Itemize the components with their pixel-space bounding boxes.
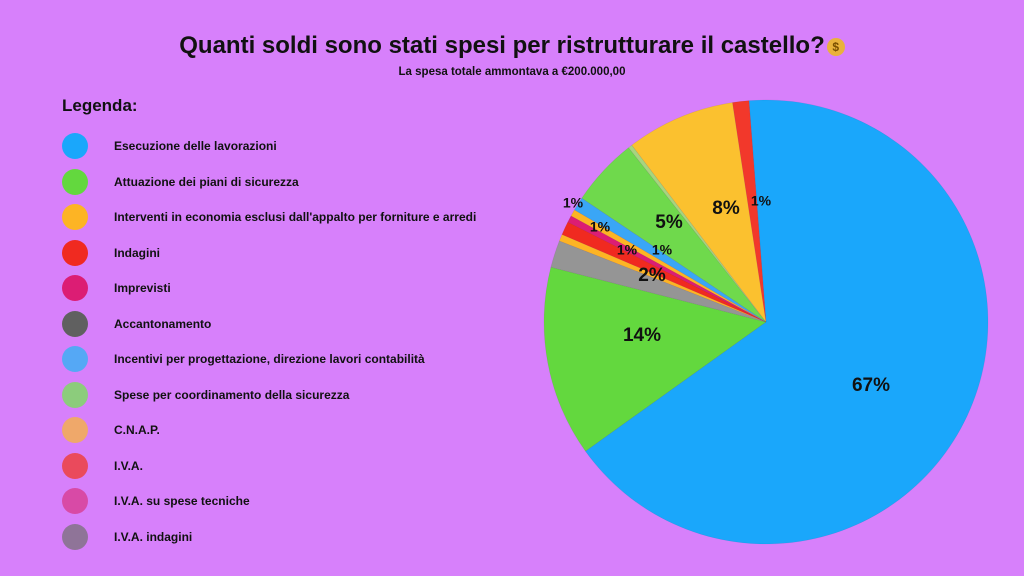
data-label: 1% <box>652 242 673 258</box>
legend-label: Interventi in economia esclusi dall'appa… <box>114 210 477 224</box>
legend-label: C.N.A.P. <box>114 423 160 437</box>
legend-swatch <box>62 523 88 550</box>
data-label: 5% <box>655 212 683 233</box>
legend-label: Indagini <box>114 245 160 260</box>
legend-item: I.V.A. indagini <box>62 523 542 552</box>
data-label: 1% <box>751 193 772 209</box>
pie-slice <box>558 234 767 323</box>
pie-slice <box>581 147 767 323</box>
legend-item: C.N.A.P. <box>62 417 542 445</box>
legend-label: Imprevisti <box>114 281 171 295</box>
pie-slice <box>585 99 989 545</box>
legend-swatch <box>62 417 88 443</box>
legend-item: Incentivi per progettazione, direzione l… <box>62 346 542 374</box>
legend-title: Legenda: <box>62 96 138 115</box>
legend-item: I.V.A. su spese tecniche <box>62 488 542 516</box>
chart-title: Quanti soldi sono stati spesi per ristru… <box>0 32 1024 60</box>
legend-item: Imprevisti <box>62 275 542 303</box>
legend-label: Spese per coordinamento della sicurezza <box>114 387 350 402</box>
money-bag-icon: $ <box>826 37 845 56</box>
legend-swatch <box>62 452 88 479</box>
pie-slice <box>570 209 767 323</box>
chart-subtitle: La spesa totale ammontava a €200.000,00 <box>398 66 626 78</box>
data-label: 1% <box>617 242 638 258</box>
legend-item: Esecuzione delle lavorazioni <box>62 133 542 161</box>
pie-slice <box>574 197 767 323</box>
data-label: 8% <box>712 198 740 219</box>
legend-label: Incentivi per progettazione, direzione l… <box>114 352 425 366</box>
legend-swatch <box>62 204 88 230</box>
legend-swatch <box>62 310 88 337</box>
legend-swatch <box>62 168 88 195</box>
legend-swatch <box>62 239 88 266</box>
legend-item: Accantonamento <box>62 310 542 339</box>
pie-slice <box>561 221 767 323</box>
legend-swatch <box>62 133 88 159</box>
pie-slice <box>628 144 767 323</box>
legend-item: Spese per coordinamento della sicurezza <box>62 381 542 410</box>
pie-slice <box>732 100 767 323</box>
legend-label: I.V.A. su spese tecniche <box>114 494 250 508</box>
legend-item: Interventi in economia esclusi dall'appa… <box>62 204 542 232</box>
data-label: 2% <box>638 265 666 286</box>
data-label: 67% <box>852 375 890 396</box>
data-label: 1% <box>590 219 611 235</box>
legend-label: Accantonamento <box>114 316 212 331</box>
pie-slice <box>567 215 767 323</box>
data-label: 1% <box>563 195 584 211</box>
chart-title-text: Quanti soldi sono stati spesi per ristru… <box>179 32 825 59</box>
legend-label: I.V.A. indagini <box>114 529 193 544</box>
legend-item: Indagini <box>62 239 542 268</box>
legend-label: Esecuzione delle lavorazioni <box>114 139 277 153</box>
pie-slice <box>543 266 767 452</box>
legend-item: I.V.A. <box>62 452 542 481</box>
legend-swatch <box>62 381 88 408</box>
data-label: 14% <box>623 325 661 346</box>
pie-slice <box>631 102 767 323</box>
legend-label: I.V.A. <box>114 458 143 473</box>
legend-swatch <box>62 346 88 372</box>
legend-swatch <box>62 275 88 301</box>
pie-slice <box>550 240 767 323</box>
legend-label: Attuazione dei piani di sicurezza <box>114 174 299 189</box>
legend-swatch <box>62 488 88 514</box>
legend-item: Attuazione dei piani di sicurezza <box>62 168 542 197</box>
